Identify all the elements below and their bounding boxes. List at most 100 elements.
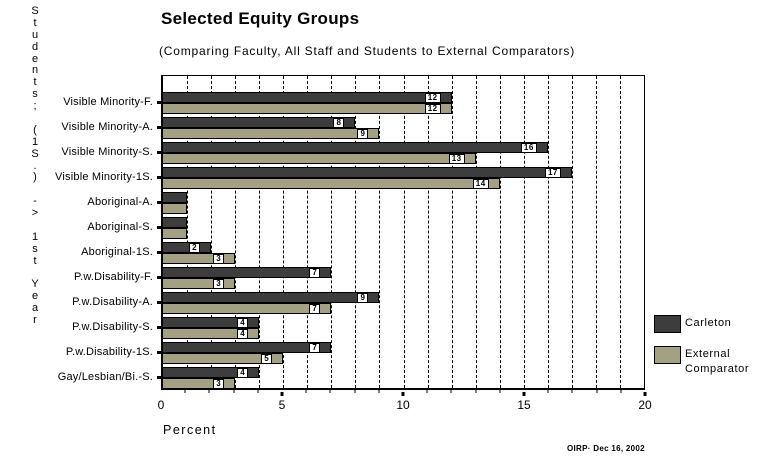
x-minor-tick: [329, 390, 331, 393]
gridline: [331, 76, 333, 388]
x-minor-tick: [620, 390, 622, 393]
bar-external: 3: [163, 278, 236, 289]
bar-carleton: 12: [163, 92, 452, 103]
bar-value-label: 2: [189, 243, 201, 253]
gridline: [283, 76, 285, 388]
bar-row: 12 12: [163, 92, 644, 114]
category-axis-labels: Visible Minority-F. Visible Minority-A. Vi…: [0, 75, 157, 390]
axis-title-char: t: [33, 76, 37, 89]
x-minor-tick: [547, 390, 549, 393]
x-tick-label: 15: [517, 398, 531, 412]
bar-value-label: 7: [309, 343, 321, 353]
bar-value-label: 16: [520, 143, 537, 153]
bar-value-label: 7: [309, 304, 321, 314]
axis-title-char: .: [33, 159, 37, 172]
category-label: Aboriginal-S.: [87, 221, 153, 233]
footer-credit: OIRP· Dec 16, 2002: [567, 444, 645, 453]
bar-value-label: 17: [544, 168, 561, 178]
bar-value-label: 3: [213, 254, 225, 264]
gridline: [571, 76, 573, 388]
x-minor-tick: [305, 390, 307, 393]
category-label: Gay/Lesbian/Bi.-S.: [57, 371, 153, 383]
category-label: Visible Minority-A.: [61, 121, 153, 133]
category-tick: [157, 201, 163, 204]
bar-carleton: 4: [163, 317, 260, 328]
x-major-tick: [401, 392, 405, 396]
bar-carleton: [163, 192, 188, 203]
legend-label: Carleton: [685, 315, 731, 331]
axis-title-char: e: [31, 52, 39, 65]
gridline: [451, 76, 453, 388]
gridline: [523, 76, 525, 388]
plot-area: 12 12 8 9 16 13 17 14 2 3 7 3 9 7 4 4 7 5 4 3: [157, 75, 645, 390]
legend: Carleton External Comparator: [654, 315, 778, 390]
gridline: [403, 76, 405, 388]
axis-title-char: d: [31, 40, 39, 53]
axis-title-char: S: [31, 5, 39, 17]
category-label: Visible Minority-F.: [63, 96, 153, 108]
bar-row: [163, 217, 644, 239]
bar-external: 13: [163, 153, 476, 164]
bar-carleton: 7: [163, 342, 332, 353]
axis-title-char: 1: [31, 230, 39, 243]
category-tick: [157, 301, 163, 304]
gridline: [619, 76, 621, 388]
axis-title-char: ;: [33, 100, 37, 113]
axis-title-char: >: [31, 207, 39, 220]
x-tick-label: 10: [396, 398, 410, 412]
axis-title-char: (: [33, 123, 37, 136]
x-minor-tick: [184, 390, 186, 393]
axis-title-char: 1: [31, 135, 39, 148]
legend-entry: External Comparator: [654, 346, 778, 377]
gridline: [475, 76, 477, 388]
bar-external: 3: [163, 378, 236, 389]
x-minor-tick: [571, 390, 573, 393]
bar-value-label: 3: [213, 379, 225, 389]
bar-external: [163, 228, 188, 239]
axis-title-char: s: [32, 88, 38, 101]
x-major-tick: [643, 392, 647, 396]
bar-row: 16 13: [163, 142, 644, 164]
bar-carleton: 9: [163, 292, 380, 303]
legend-entry: Carleton: [654, 315, 778, 333]
bar-carleton: 16: [163, 142, 548, 153]
category-label: Visible Minority-1S.: [55, 171, 153, 183]
category-tick: [157, 276, 163, 279]
x-major-tick: [522, 392, 526, 396]
category-tick: [157, 101, 163, 104]
bar-external: 14: [163, 178, 500, 189]
category-label: P.w.Disability-1S.: [65, 346, 153, 358]
x-minor-tick: [354, 390, 356, 393]
gridline: [547, 76, 549, 388]
bar-external: 4: [163, 328, 260, 339]
axis-title-char: e: [31, 290, 39, 303]
gridline: [595, 76, 597, 388]
category-label: Aboriginal-A.: [87, 196, 153, 208]
bar-row: [163, 192, 644, 214]
bar-value-label: 9: [357, 293, 369, 303]
bar-value-label: 9: [357, 129, 369, 139]
bar-external: 7: [163, 303, 332, 314]
x-axis-title: Percent: [163, 423, 217, 437]
axis-title-char: s: [32, 242, 38, 255]
bar-external: 3: [163, 253, 236, 264]
bar-value-label: 12: [424, 93, 441, 103]
gridline: [499, 76, 501, 388]
legend-label-line: Carleton: [685, 317, 732, 329]
bar-external: 12: [163, 103, 452, 114]
bar-value-label: 4: [237, 368, 249, 378]
bar-value-label: 4: [237, 318, 249, 328]
axis-title-char: u: [31, 28, 39, 41]
category-label: P.w.Disability-F.: [74, 271, 153, 283]
legend-label-line: Comparator: [685, 363, 750, 375]
bar-value-label: 5: [261, 354, 273, 364]
bar-value-label: 4: [237, 329, 249, 339]
gridline: [379, 76, 381, 388]
x-minor-tick: [378, 390, 380, 393]
